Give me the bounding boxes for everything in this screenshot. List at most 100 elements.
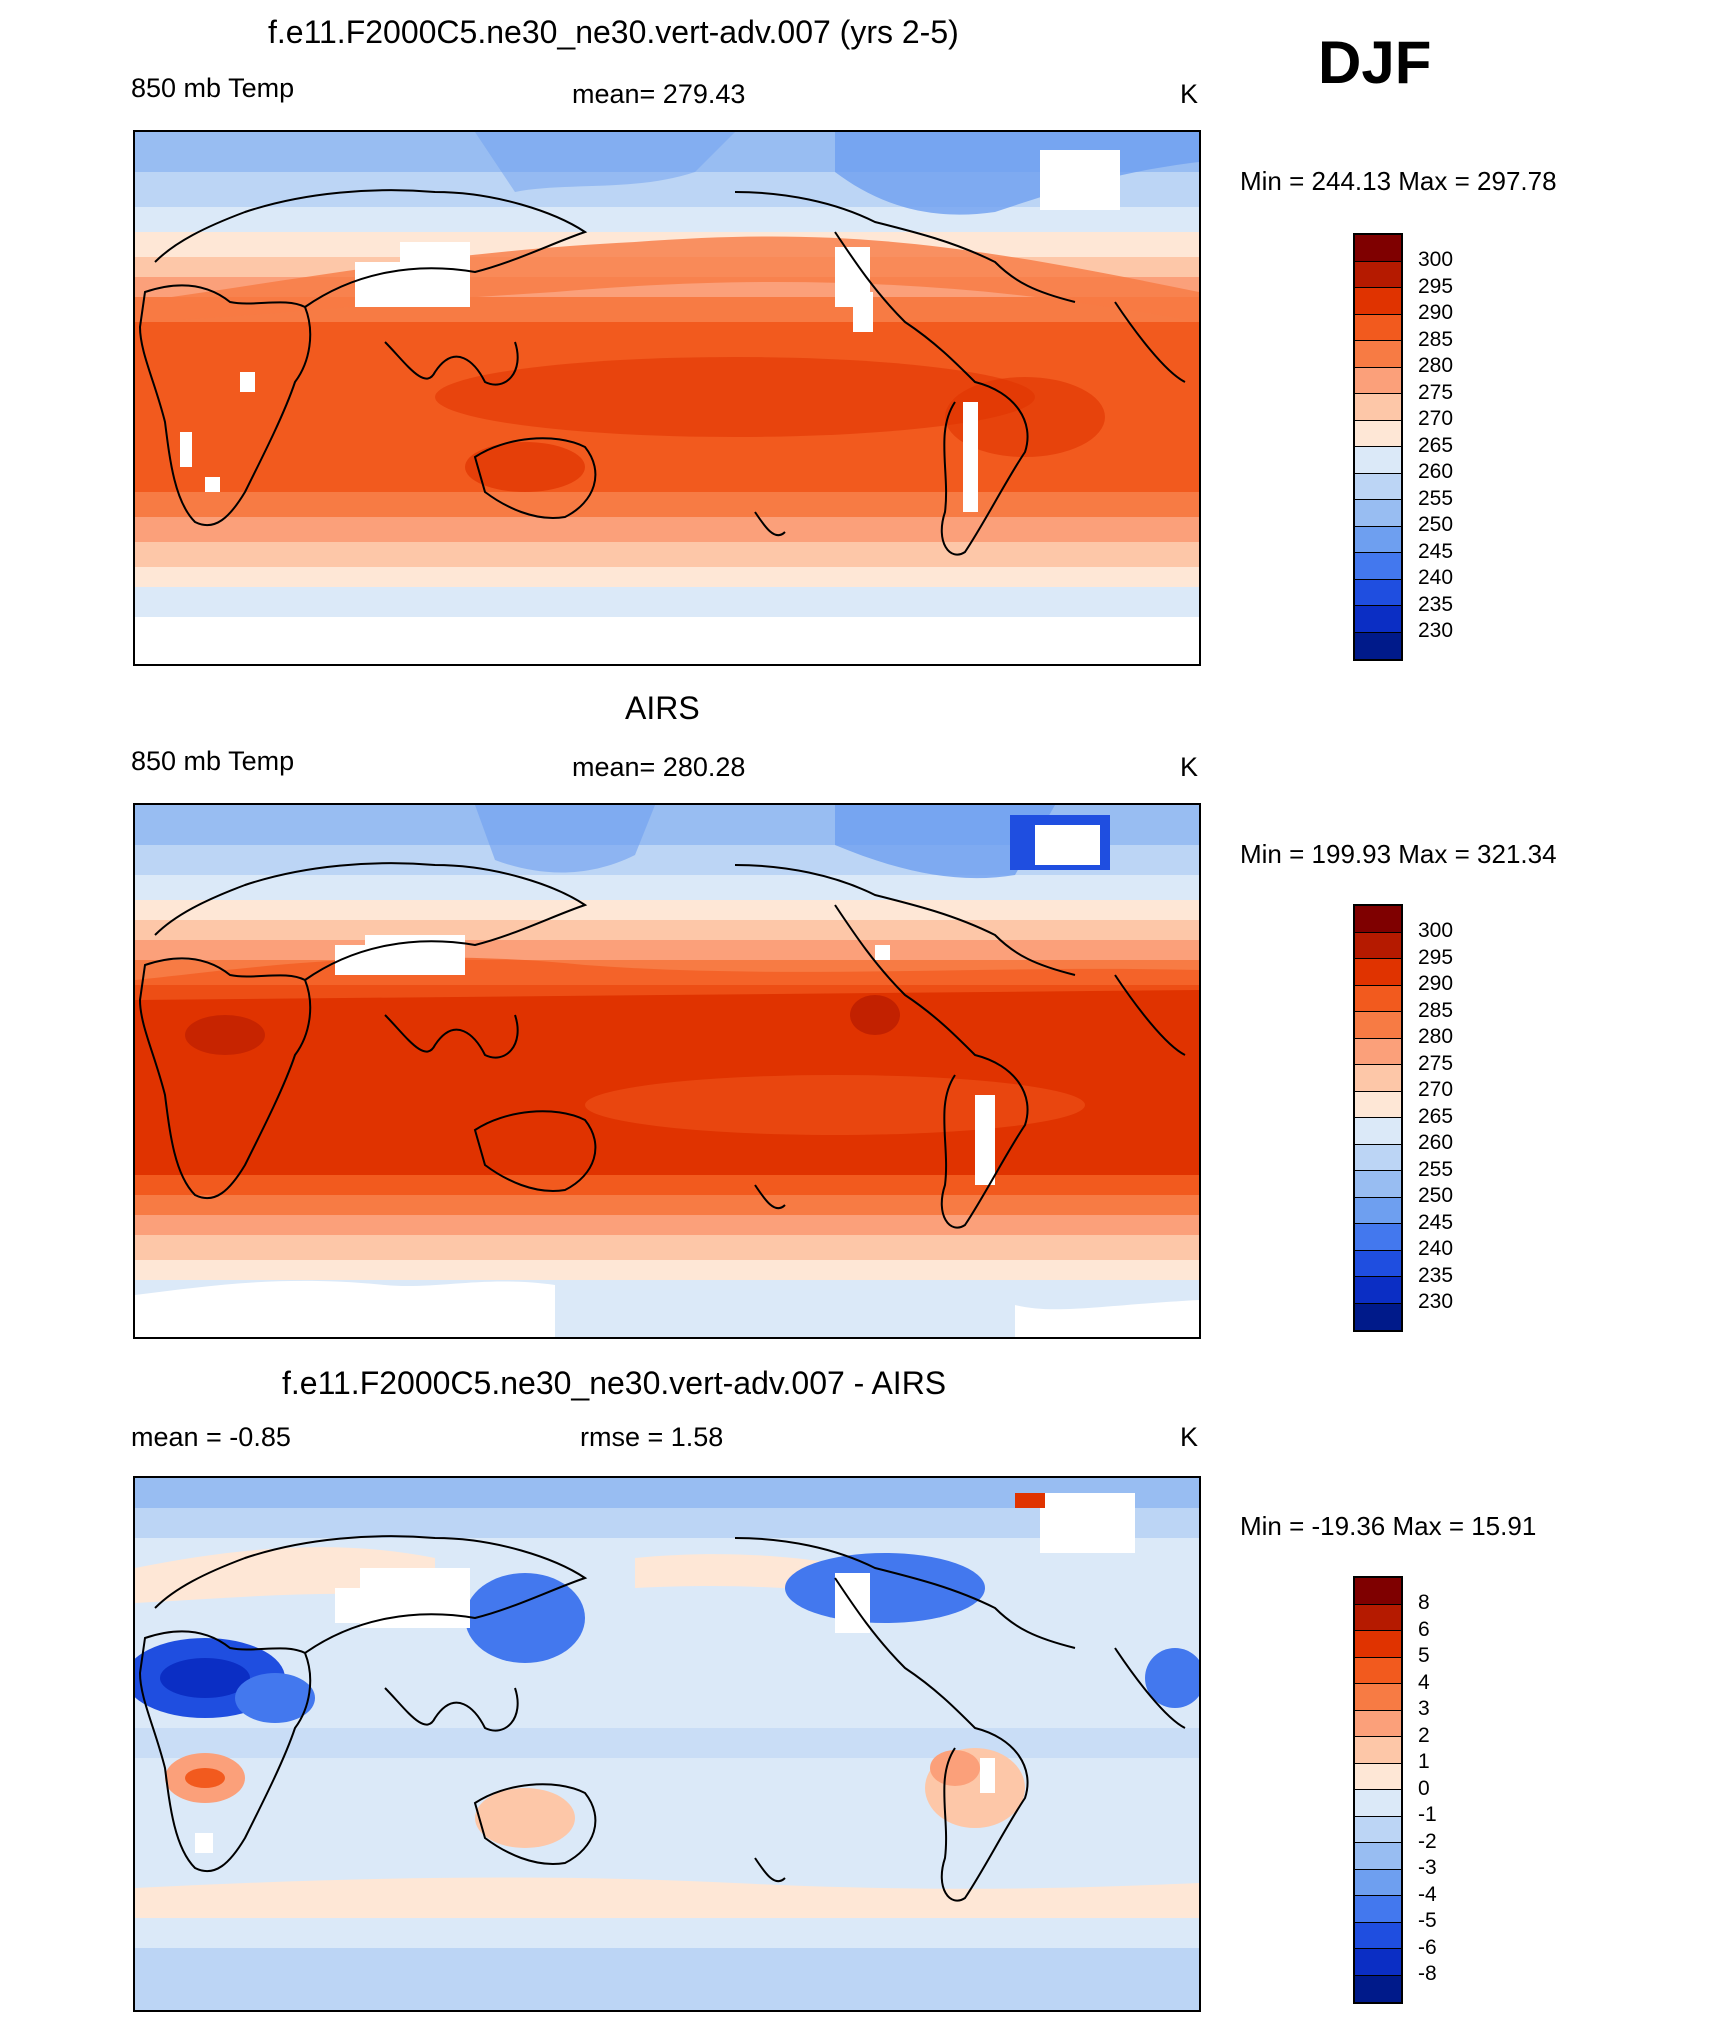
colorbar-swatch — [1355, 447, 1401, 474]
colorbar-label: -3 — [1418, 1856, 1437, 1879]
colorbar-swatch — [1355, 1843, 1401, 1870]
colorbar-swatch — [1355, 473, 1401, 500]
panel-3-minmax-label: Min = -19.36 Max = 15.91 — [1240, 1511, 1537, 1541]
panel-3-map-svg — [135, 1478, 1199, 2010]
colorbar-swatch — [1355, 1303, 1401, 1330]
colorbar-label: 270 — [1418, 407, 1454, 430]
panel-1-title: f.e11.F2000C5.ne30_ne30.vert-adv.007 (yr… — [268, 14, 959, 50]
colorbar-swatch — [1355, 906, 1401, 933]
colorbar-label: 285 — [1418, 998, 1454, 1022]
colorbar-swatch — [1355, 1710, 1401, 1737]
colorbar-label: 240 — [1418, 1237, 1454, 1260]
panel-1-variable-label: 850 mb Temp — [131, 73, 295, 103]
colorbar-swatch — [1355, 526, 1401, 553]
colorbar-swatch — [1355, 606, 1401, 633]
panel-2-units-label: K — [1180, 752, 1199, 782]
colorbar-swatch — [1355, 261, 1401, 288]
colorbar-swatch — [1355, 235, 1401, 262]
panel-1-map-svg — [135, 132, 1199, 664]
colorbar-swatch — [1355, 1578, 1401, 1605]
colorbar-swatch — [1355, 1790, 1401, 1817]
panel-2-variable-label: 850 mb Temp — [131, 746, 295, 776]
colorbar-swatch — [1355, 420, 1401, 447]
panel-1-map — [133, 130, 1201, 666]
colorbar-swatch — [1355, 1631, 1401, 1658]
colorbar-swatch — [1355, 394, 1401, 421]
colorbar-swatch — [1355, 632, 1401, 659]
colorbar-label: 235 — [1418, 592, 1454, 616]
colorbar-label: 4 — [1418, 1670, 1430, 1694]
colorbar-label: 1 — [1418, 1750, 1430, 1773]
colorbar-label: 260 — [1418, 1131, 1454, 1154]
panel-2-title: AIRS — [625, 690, 700, 726]
colorbar-swatch — [1355, 288, 1401, 315]
colorbar-swatch — [1355, 1197, 1401, 1224]
colorbar-label: 265 — [1418, 1104, 1454, 1128]
colorbar-label: 2 — [1418, 1723, 1430, 1747]
panel-3-units-label: K — [1180, 1422, 1199, 1452]
colorbar-swatch — [1355, 1144, 1401, 1171]
colorbar-swatch — [1355, 1604, 1401, 1631]
season-label: DJF — [1318, 29, 1432, 96]
colorbar-label: 290 — [1418, 301, 1454, 324]
colorbar-label: 300 — [1418, 248, 1454, 271]
colorbar-label: 270 — [1418, 1078, 1454, 1101]
colorbar-label: -2 — [1418, 1829, 1437, 1853]
colorbar-swatch — [1355, 959, 1401, 986]
panel-2-map — [133, 803, 1201, 1339]
colorbar-swatch — [1355, 1065, 1401, 1092]
colorbar-label: 245 — [1418, 1210, 1454, 1234]
colorbar-label: 250 — [1418, 513, 1454, 536]
colorbar-swatch — [1355, 985, 1401, 1012]
panel-1-units-label: K — [1180, 79, 1199, 109]
colorbar-label: 0 — [1418, 1776, 1430, 1800]
colorbar-label: 265 — [1418, 433, 1454, 457]
panel-2-colorbar — [1353, 904, 1403, 1332]
panel-1-colorbar — [1353, 233, 1403, 661]
colorbar-swatch — [1355, 500, 1401, 527]
colorbar-swatch — [1355, 1012, 1401, 1039]
colorbar-swatch — [1355, 553, 1401, 580]
colorbar-swatch — [1355, 341, 1401, 368]
panel-1-mean-label: mean= 279.43 — [572, 79, 746, 109]
colorbar-label: 250 — [1418, 1184, 1454, 1207]
colorbar-label: 260 — [1418, 460, 1454, 483]
colorbar-label: 230 — [1418, 619, 1454, 642]
colorbar-swatch — [1355, 932, 1401, 959]
colorbar-swatch — [1355, 1816, 1401, 1843]
colorbar-swatch — [1355, 1118, 1401, 1145]
colorbar-label: 275 — [1418, 1051, 1454, 1075]
colorbar-swatch — [1355, 579, 1401, 606]
colorbar-label: 8 — [1418, 1591, 1430, 1614]
panel-2-minmax-label: Min = 199.93 Max = 321.34 — [1240, 839, 1557, 869]
colorbar-label: 5 — [1418, 1644, 1430, 1667]
colorbar-swatch — [1355, 1277, 1401, 1304]
colorbar-label: 295 — [1418, 274, 1454, 298]
colorbar-label: 3 — [1418, 1697, 1430, 1720]
colorbar-swatch — [1355, 1091, 1401, 1118]
colorbar-label: 235 — [1418, 1263, 1454, 1287]
colorbar-label: 230 — [1418, 1290, 1454, 1313]
colorbar-label: -4 — [1418, 1882, 1437, 1906]
colorbar-label: 300 — [1418, 919, 1454, 942]
colorbar-label: -6 — [1418, 1935, 1437, 1959]
colorbar-label: 290 — [1418, 972, 1454, 995]
panel-3-rmse-label: rmse = 1.58 — [580, 1422, 724, 1452]
colorbar-label: 275 — [1418, 380, 1454, 404]
colorbar-swatch — [1355, 1763, 1401, 1790]
colorbar-swatch — [1355, 1171, 1401, 1198]
panel-3-mean-label: mean = -0.85 — [131, 1422, 291, 1452]
colorbar-swatch — [1355, 1224, 1401, 1251]
colorbar-label: 255 — [1418, 1157, 1454, 1181]
colorbar-swatch — [1355, 1250, 1401, 1277]
panel-3-colorbar — [1353, 1576, 1403, 2004]
colorbar-label: 240 — [1418, 566, 1454, 589]
colorbar-swatch — [1355, 1038, 1401, 1065]
colorbar-label: 280 — [1418, 1025, 1454, 1048]
colorbar-swatch — [1355, 1896, 1401, 1923]
colorbar-label: 285 — [1418, 327, 1454, 351]
colorbar-swatch — [1355, 1657, 1401, 1684]
panel-3-title: f.e11.F2000C5.ne30_ne30.vert-adv.007 - A… — [282, 1365, 947, 1401]
panel-2-map-svg — [135, 805, 1199, 1337]
colorbar-swatch — [1355, 314, 1401, 341]
